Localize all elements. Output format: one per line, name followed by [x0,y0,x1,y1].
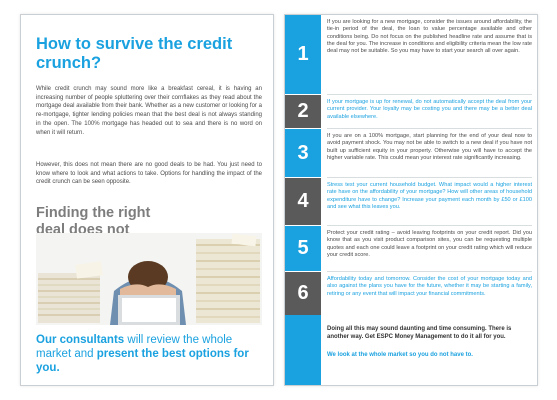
right-page: 1 If you are looking for a new mortgage,… [284,14,538,386]
callout-emphasis-2: present the best options for you. [36,348,249,374]
tip-number-3: 3 [285,129,321,177]
tip-row-6: 6 Affordability today and tomorrow. Cons… [285,272,537,315]
divider [327,177,532,178]
divider [327,128,532,129]
footer-text: Doing all this may sound daunting and ti… [327,326,512,340]
footer-strip [285,315,321,385]
tip-number-5: 5 [285,226,321,271]
tip-row-4: 4 Stress test your current household bud… [285,178,537,225]
tip-row-1: 1 If you are looking for a new mortgage,… [285,15,537,94]
paper-stack-right-icon [196,233,260,323]
laptop-icon [118,295,180,325]
tip-number-6: 6 [285,272,321,315]
divider [327,271,532,272]
tip-text-2: If your mortgage is up for renewal, do n… [327,99,532,120]
tip-text-1: If you are looking for a new mortgage, c… [327,19,532,55]
paperwork-photo [36,233,262,325]
callout-middle: will review the whole market and [36,334,233,360]
intro-paragraph: While credit crunch may sound more like … [36,86,262,136]
tip-number-4: 4 [285,178,321,225]
tip-text-4: Stress test your current household budge… [327,182,532,210]
divider [327,225,532,226]
callout-emphasis-1: Our consultants [36,334,125,346]
consultants-callout: Our consultants will review the whole ma… [36,333,258,375]
tip-row-3: 3 If you are on a 100% mortgage, start p… [285,129,537,177]
left-page: How to survive the credit crunch? While … [20,14,274,386]
footer-tagline: We look at the whole market so you do no… [327,352,473,358]
tip-text-5: Protect your credit rating – avoid leavi… [327,230,532,258]
second-paragraph: However, this does not mean there are no… [36,162,262,186]
tip-text-3: If you are on a 100% mortgage, start pla… [327,133,532,161]
tip-text-6: Affordability today and tomorrow. Consid… [327,276,532,297]
tip-number-1: 1 [285,15,321,94]
tip-row-5: 5 Protect your credit rating – avoid lea… [285,226,537,271]
tip-number-2: 2 [285,95,321,128]
tip-row-2: 2 If your mortgage is up for renewal, do… [285,95,537,128]
paper-stack-left-icon [38,261,103,323]
page-title: How to survive the credit crunch? [36,35,233,72]
divider [327,94,532,95]
